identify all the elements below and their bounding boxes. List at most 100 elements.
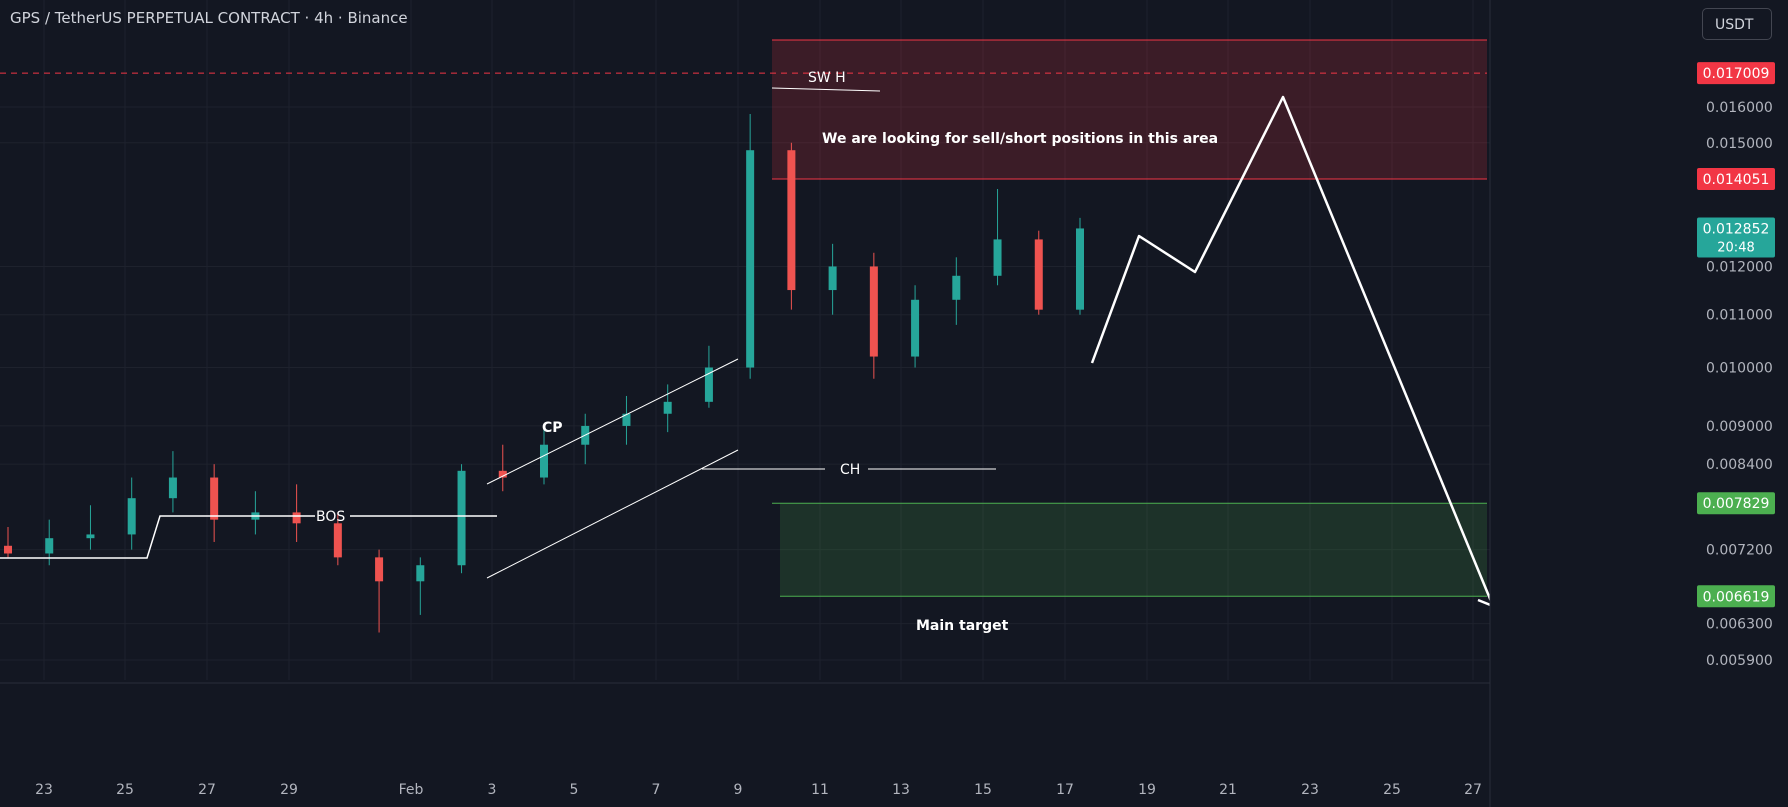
candle-body <box>952 275 961 300</box>
x-tick-label: 9 <box>734 782 743 798</box>
candle <box>86 505 95 550</box>
x-tick-label: 17 <box>1056 782 1074 798</box>
candle-body <box>663 401 672 414</box>
y-tick-label: 0.010000 <box>1706 361 1773 377</box>
candle-body <box>622 413 631 426</box>
price-label-bg <box>1697 217 1775 258</box>
x-tick-label: 5 <box>570 782 579 798</box>
x-tick-label: 11 <box>811 782 829 798</box>
ch-label: CH <box>840 462 860 478</box>
candle <box>127 477 136 550</box>
channel-upper <box>486 358 739 485</box>
y-tick-label: 0.015000 <box>1706 136 1773 152</box>
target-zone-label: Main target <box>916 618 1009 634</box>
candle-body <box>869 266 878 357</box>
bos-label: BOS <box>316 509 345 525</box>
candle-body <box>168 477 177 499</box>
x-tick-label: 13 <box>892 782 910 798</box>
candle-body <box>4 545 12 554</box>
candle <box>663 384 672 433</box>
candle <box>210 464 219 542</box>
y-tick-label: 0.008400 <box>1706 457 1773 473</box>
candle-body <box>828 266 837 291</box>
sell-zone <box>772 40 1487 180</box>
y-tick-label: 0.007200 <box>1706 543 1773 559</box>
price-label: 0.017009 <box>1703 66 1770 82</box>
candle-body <box>292 512 301 524</box>
projection-path <box>1090 95 1495 607</box>
price-label: 0.012852 <box>1703 221 1770 237</box>
channel-lower <box>486 449 739 579</box>
x-tick-label: 25 <box>116 782 134 798</box>
candle <box>787 142 796 310</box>
target-zone <box>780 503 1487 597</box>
sell-zone-label: We are looking for sell/short positions … <box>822 131 1218 147</box>
price-label: 0.007829 <box>1703 496 1770 512</box>
candle <box>498 444 507 492</box>
y-tick-label: 0.006300 <box>1706 617 1773 633</box>
y-tick-label: 0.011000 <box>1706 308 1773 324</box>
price-label: 0.006619 <box>1703 589 1770 605</box>
price-axis-bg <box>1490 0 1788 807</box>
currency-selector[interactable]: USDT <box>1702 8 1772 40</box>
x-tick-label: 23 <box>1301 782 1319 798</box>
x-tick-label: 27 <box>198 782 216 798</box>
swh-line <box>771 87 881 92</box>
candle-body <box>746 150 755 368</box>
y-tick-label: 0.012000 <box>1706 259 1773 275</box>
chart-title: GPS / TetherUS PERPETUAL CONTRACT · 4h ·… <box>10 9 408 27</box>
candle <box>622 395 631 445</box>
candle-body <box>127 498 136 535</box>
candle-body <box>86 534 95 539</box>
candle-body <box>540 444 548 478</box>
candle <box>416 557 425 615</box>
candle-body <box>498 470 507 478</box>
x-tick-label: 3 <box>488 782 497 798</box>
price-label-bg <box>1697 585 1775 608</box>
candle <box>1076 217 1084 315</box>
candlestick-series <box>4 113 1084 633</box>
price-zones: We are looking for sell/short positions … <box>0 39 1487 634</box>
price-label-countdown: 20:48 <box>1717 240 1754 255</box>
x-tick-label: 29 <box>280 782 298 798</box>
x-tick-label: 25 <box>1383 782 1401 798</box>
swh-label: SW H <box>808 70 846 86</box>
bos-line-left <box>0 515 315 559</box>
candle <box>911 285 920 368</box>
candle <box>704 345 713 408</box>
candle <box>1034 230 1043 315</box>
candle-body <box>210 477 219 520</box>
candle <box>828 243 837 315</box>
candle-body <box>704 367 713 402</box>
candle-body <box>787 150 796 291</box>
price-label-bg <box>1697 168 1775 191</box>
x-tick-label: 7 <box>652 782 661 798</box>
candle-body <box>416 565 425 582</box>
candle-body <box>45 538 54 554</box>
chart-grid <box>0 0 1490 680</box>
candle-body <box>457 470 466 566</box>
cp-label: CP <box>542 420 563 436</box>
candle-body <box>333 523 342 558</box>
candle-body <box>911 299 920 357</box>
candle <box>251 491 260 535</box>
candle <box>292 484 301 542</box>
candle <box>4 526 12 558</box>
candle <box>375 549 384 633</box>
price-label-bg <box>1697 492 1775 515</box>
candle-body <box>1034 239 1043 310</box>
candle <box>333 512 342 566</box>
x-tick-label: 23 <box>35 782 53 798</box>
y-tick-label: 0.009000 <box>1706 419 1773 435</box>
candle-body <box>375 557 384 582</box>
x-tick-label: 27 <box>1464 782 1482 798</box>
y-tick-label: 0.005900 <box>1706 653 1773 669</box>
price-label-bg <box>1697 62 1775 85</box>
x-tick-label: Feb <box>399 782 424 798</box>
price-label: 0.014051 <box>1703 172 1770 188</box>
x-tick-label: 21 <box>1219 782 1237 798</box>
y-tick-label: 0.016000 <box>1706 100 1773 116</box>
candle <box>168 451 177 513</box>
candle <box>457 464 466 574</box>
